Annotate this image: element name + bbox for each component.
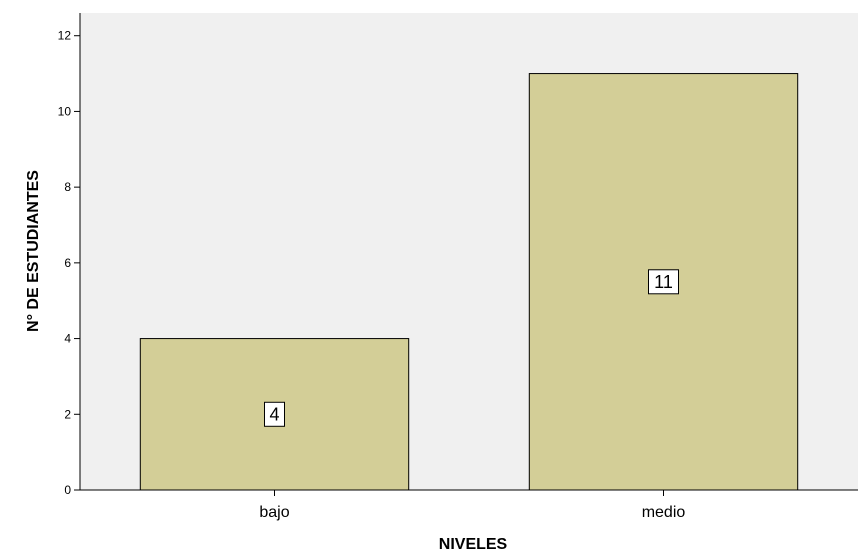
x-tick-label: bajo	[259, 504, 289, 521]
data-label: 4	[269, 404, 279, 424]
y-tick-label: 8	[64, 180, 71, 194]
x-axis-title: NIVELES	[439, 536, 508, 553]
data-label: 11	[654, 272, 673, 292]
y-tick-label: 12	[58, 29, 72, 43]
y-tick-label: 6	[64, 256, 71, 270]
y-tick-label: 0	[64, 483, 71, 497]
data-labels: 4 11	[264, 269, 679, 427]
y-axis-ticks: 0 2 4 6 8 10 12	[58, 29, 80, 497]
y-tick-label: 10	[58, 104, 72, 118]
y-tick-label: 4	[64, 332, 71, 346]
x-axis-ticks: bajo medio	[259, 490, 685, 521]
data-label-box	[264, 401, 285, 427]
x-tick-label: medio	[642, 504, 686, 521]
data-label-box	[648, 269, 679, 295]
y-axis-title: N° DE ESTUDIANTES	[25, 170, 42, 332]
y-tick-label: 2	[64, 407, 71, 421]
